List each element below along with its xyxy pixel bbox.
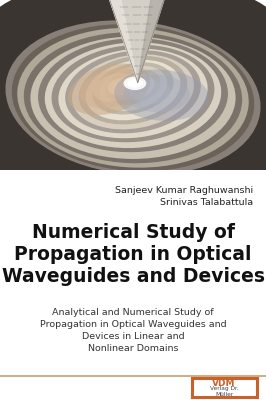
Text: Analytical and Numerical Study of
Propagation in Optical Waveguides and
Devices : Analytical and Numerical Study of Propag… (40, 308, 226, 354)
Ellipse shape (111, 73, 155, 100)
Ellipse shape (127, 79, 143, 88)
Polygon shape (109, 0, 164, 82)
Ellipse shape (123, 79, 143, 91)
Ellipse shape (107, 78, 136, 95)
Ellipse shape (52, 45, 214, 142)
Ellipse shape (123, 75, 190, 112)
Ellipse shape (79, 56, 187, 124)
Ellipse shape (38, 38, 228, 152)
Ellipse shape (72, 54, 194, 129)
Ellipse shape (58, 49, 208, 138)
Polygon shape (109, 0, 138, 82)
Ellipse shape (129, 80, 171, 104)
Ellipse shape (30, 36, 236, 159)
Ellipse shape (12, 24, 254, 171)
Ellipse shape (45, 42, 221, 148)
Ellipse shape (105, 69, 161, 105)
Ellipse shape (80, 68, 144, 108)
Ellipse shape (24, 32, 242, 163)
Ellipse shape (17, 28, 249, 168)
Ellipse shape (65, 50, 201, 133)
Ellipse shape (127, 82, 139, 88)
Text: Numerical Study of
Propagation in Optical
Waveguides and Devices: Numerical Study of Propagation in Optica… (2, 223, 264, 286)
Ellipse shape (93, 73, 139, 102)
Ellipse shape (117, 76, 149, 94)
Ellipse shape (114, 70, 209, 121)
Text: Verlag Dr.
Müller: Verlag Dr. Müller (210, 386, 239, 397)
Ellipse shape (68, 63, 151, 115)
Ellipse shape (123, 76, 146, 90)
Ellipse shape (0, 0, 266, 225)
Text: Sanjeev Kumar Raghuwanshi
Srinivas Talabattula: Sanjeev Kumar Raghuwanshi Srinivas Talab… (115, 186, 253, 207)
Text: VDM: VDM (212, 379, 236, 388)
Ellipse shape (86, 60, 180, 120)
Ellipse shape (5, 20, 261, 175)
Ellipse shape (92, 62, 174, 114)
Bar (192, 378, 257, 396)
Polygon shape (138, 0, 164, 82)
Ellipse shape (99, 66, 167, 111)
